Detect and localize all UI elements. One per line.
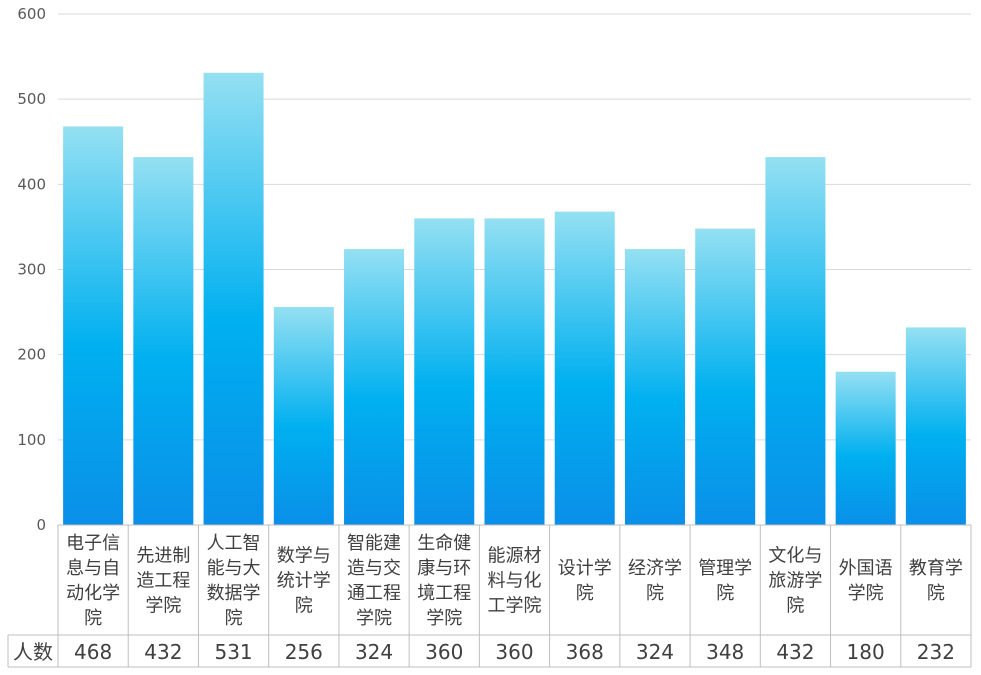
category-label-line: 生命健 (417, 533, 471, 554)
category-label-line: 人工智 (207, 533, 261, 554)
category-label-line: 学院 (848, 583, 884, 604)
y-tick-label: 300 (17, 261, 46, 279)
category-label-line: 院 (225, 608, 243, 629)
bar (554, 211, 615, 525)
category-label: 能源材料与化工学院 (488, 546, 542, 617)
value-label: 432 (776, 640, 814, 664)
category-label-line: 外国语 (839, 558, 893, 579)
bar (273, 306, 334, 525)
bar (414, 218, 475, 525)
y-tick-label: 500 (17, 90, 46, 108)
category-label-line: 康与环 (417, 558, 471, 579)
category-label-line: 院 (576, 583, 594, 604)
y-tick-label: 400 (17, 175, 46, 193)
category-label: 先进制造工程学院 (136, 546, 190, 617)
category-label-line: 旅游学 (768, 571, 822, 592)
category-label-line: 院 (927, 583, 945, 604)
category-label: 数学与统计学院 (277, 546, 331, 617)
data-table: 人数电子信息与自动化学院468先进制造工程学院432人工智能与大数据学院531数… (7, 524, 972, 668)
series-name-label: 人数 (13, 640, 53, 664)
bar (63, 126, 124, 526)
category-label-line: 料与化 (488, 571, 542, 592)
category-label-line: 造工程 (136, 571, 190, 592)
value-label: 180 (847, 640, 885, 664)
category-label: 教育学院 (909, 558, 963, 604)
value-label: 531 (214, 640, 252, 664)
category-label-line: 境工程 (417, 583, 471, 604)
category-label: 设计学院 (558, 558, 612, 604)
category-label: 管理学院 (698, 558, 752, 604)
value-label: 324 (355, 640, 393, 664)
category-label-line: 院 (646, 583, 664, 604)
category-label-line: 能源材 (488, 546, 542, 567)
y-tick-label: 0 (36, 516, 46, 534)
category-label-line: 院 (786, 596, 804, 617)
bar (905, 327, 966, 525)
category-label: 经济学院 (628, 558, 682, 604)
value-label: 432 (144, 640, 182, 664)
category-label-line: 智能建 (347, 533, 401, 554)
value-label: 360 (495, 640, 533, 664)
y-tick-label: 100 (17, 431, 46, 449)
category-label-line: 经济学 (628, 558, 682, 579)
category-label: 电子信息与自动化学院 (66, 533, 120, 629)
category-label-line: 数学与 (277, 546, 331, 567)
bars (63, 72, 966, 526)
y-axis: 0 100 200 300 400 500 600 (17, 5, 46, 534)
category-label: 智能建造与交通工程学院 (347, 533, 401, 629)
bar (765, 157, 826, 525)
category-label-line: 院 (84, 608, 102, 629)
y-tick-label: 200 (17, 346, 46, 364)
category-label: 生命健康与环境工程学院 (417, 533, 471, 629)
category-label-line: 文化与 (768, 546, 822, 567)
category-label-line: 学院 (145, 596, 181, 617)
category-label-line: 学院 (426, 608, 462, 629)
value-label: 324 (636, 640, 674, 664)
category-label-line: 造与交 (347, 558, 401, 579)
bar (695, 228, 756, 525)
category-label-line: 统计学 (277, 571, 331, 592)
bar (133, 157, 194, 525)
category-label-line: 设计学 (558, 558, 612, 579)
y-tick-label: 600 (17, 5, 46, 23)
category-label-line: 工学院 (488, 596, 542, 617)
bar (203, 72, 264, 525)
category-label-line: 学院 (356, 608, 392, 629)
category-label-line: 院 (716, 583, 734, 604)
category-label-line: 管理学 (698, 558, 752, 579)
value-label: 232 (917, 640, 955, 664)
category-label-line: 电子信 (66, 533, 120, 554)
category-label-line: 教育学 (909, 558, 963, 579)
category-label-line: 院 (295, 596, 313, 617)
bar (344, 249, 405, 525)
bar (484, 218, 545, 525)
value-label: 368 (566, 640, 604, 664)
category-label: 文化与旅游学院 (768, 546, 822, 617)
value-label: 468 (74, 640, 112, 664)
category-label-line: 息与自 (66, 558, 120, 579)
value-label: 348 (706, 640, 744, 664)
bar (835, 371, 896, 525)
category-label-line: 能与大 (207, 558, 261, 579)
category-label-line: 动化学 (66, 583, 120, 604)
category-label: 人工智能与大数据学院 (207, 533, 261, 629)
category-label-line: 通工程 (347, 583, 401, 604)
value-label: 256 (285, 640, 323, 664)
category-label-line: 先进制 (136, 546, 190, 567)
category-label-line: 数据学 (207, 583, 261, 604)
value-label: 360 (425, 640, 463, 664)
category-label: 外国语学院 (839, 558, 893, 604)
bar (624, 249, 685, 525)
